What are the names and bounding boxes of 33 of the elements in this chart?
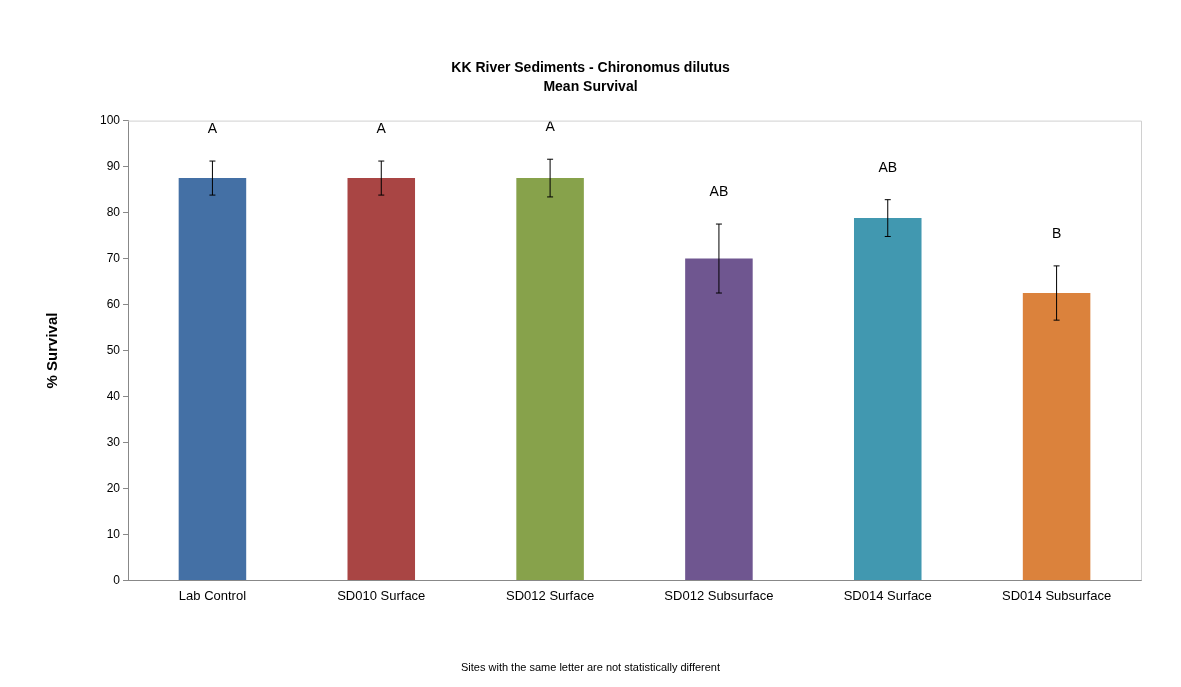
x-tick-label: SD010 Surface (337, 587, 426, 603)
y-tick-label: 10 (106, 526, 121, 541)
y-tick-label: 40 (106, 388, 121, 403)
bar (516, 178, 584, 580)
bar (1022, 293, 1091, 580)
annotation: A (545, 118, 556, 135)
y-tick-label: 50 (106, 342, 121, 357)
y-axis-title: % Survival (43, 312, 61, 389)
bar (178, 178, 247, 580)
bar (347, 178, 416, 580)
text: Sites with the same letter are not statistically different (460, 661, 721, 674)
x-tick-label: SD014 Subsurface (1002, 587, 1112, 603)
y-tick-label: 80 (106, 204, 121, 219)
chart-title: KK River Sediments - Chironomus dilutus (451, 59, 730, 76)
y-tick-label: 20 (106, 480, 121, 495)
annotation: A (376, 119, 387, 136)
bar (853, 218, 922, 580)
bar (685, 258, 753, 580)
y-tick-label: 100 (99, 112, 121, 127)
y-tick-label: 90 (106, 158, 121, 173)
x-tick-label: SD012 Surface (506, 587, 595, 603)
x-tick-label: Lab Control (178, 587, 247, 603)
y-tick-label: 0 (113, 572, 121, 587)
annotation: B (1051, 224, 1062, 241)
y-tick-label: 60 (106, 296, 121, 311)
y-tick-label: 70 (106, 250, 121, 265)
annotation: A (207, 119, 218, 136)
chart-subtitle: Mean Survival (543, 78, 638, 95)
x-tick-label: SD014 Surface (843, 587, 932, 603)
annotation: AB (878, 158, 898, 175)
x-tick-label: SD012 Subsurface (664, 587, 774, 603)
annotation: AB (709, 182, 729, 199)
y-tick-label: 30 (106, 434, 121, 449)
